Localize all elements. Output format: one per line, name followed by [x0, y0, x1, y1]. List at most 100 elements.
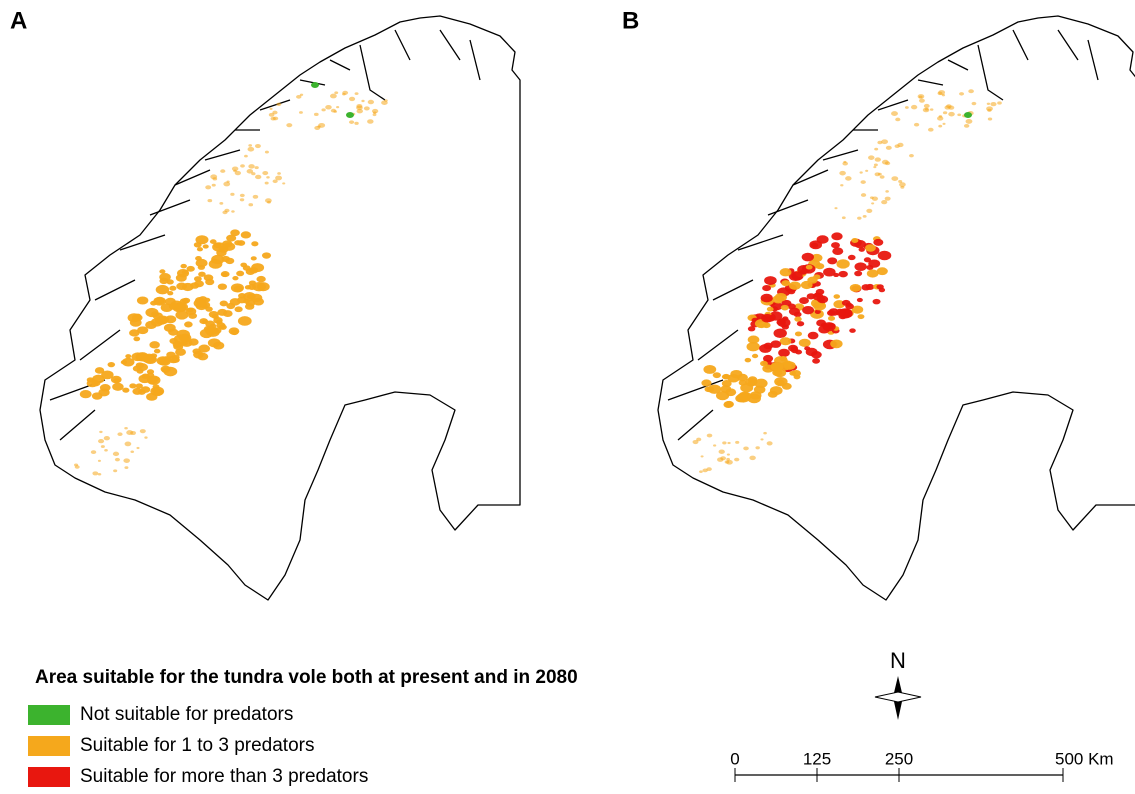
habitat-patch [240, 194, 245, 197]
habitat-patch [701, 455, 704, 457]
legend-label: Suitable for 1 to 3 predators [80, 735, 314, 756]
habitat-patch [154, 349, 161, 354]
habitat-patch [151, 318, 163, 327]
legend: Not suitable for predatorsSuitable for 1… [28, 704, 368, 787]
habitat-patch [270, 108, 273, 110]
habitat-patch [241, 231, 251, 238]
habitat-patch [346, 112, 354, 118]
habitat-patch [124, 466, 128, 469]
habitat-patch [789, 281, 801, 289]
habitat-patch [780, 337, 792, 345]
habitat-patch [234, 306, 242, 312]
habitat-patch [857, 298, 863, 302]
habitat-patch [882, 160, 889, 165]
habitat-patch [232, 276, 238, 280]
legend-title: Area suitable for the tundra vole both a… [35, 667, 578, 688]
habitat-patch [959, 92, 964, 95]
habitat-patch [851, 238, 858, 243]
habitat-patch [802, 253, 814, 262]
habitat-patch [130, 319, 142, 327]
habitat-patches [693, 89, 1002, 473]
habitat-patch [95, 367, 104, 374]
habitat-patch [861, 180, 866, 184]
habitat-patch [98, 439, 104, 443]
habitat-patch [140, 429, 146, 433]
habitat-patch [113, 469, 117, 472]
habitat-patch [219, 325, 225, 329]
habitat-patch [774, 377, 787, 386]
habitat-patch [875, 157, 881, 161]
habitat-patch [248, 164, 254, 168]
legend-swatch [28, 767, 70, 787]
habitat-patch [792, 370, 801, 377]
habitat-patch [811, 243, 818, 248]
habitat-patch [987, 109, 991, 112]
habitat-patch [854, 271, 862, 277]
habitat-patch [938, 125, 942, 128]
habitat-patch [693, 440, 699, 444]
habitat-patch [703, 365, 716, 374]
habitat-patch [988, 117, 992, 120]
habitat-patch [234, 240, 242, 245]
habitat-patch [212, 184, 216, 187]
habitat-patch [91, 450, 96, 454]
habitat-patch [137, 369, 144, 374]
habitat-patch [713, 372, 721, 378]
habitat-patch [255, 144, 261, 148]
habitat-patch [987, 103, 990, 105]
habitat-patch [914, 123, 919, 127]
habitat-patch [99, 431, 102, 433]
habitat-patch [314, 113, 319, 116]
habitat-patch [245, 303, 254, 310]
habitat-patch [231, 330, 239, 336]
habitat-patch [373, 113, 377, 116]
arrow-cross [875, 692, 921, 702]
habitat-patch [129, 329, 140, 336]
habitat-patch [240, 263, 247, 268]
habitat-patch [136, 383, 143, 388]
habitat-patch [225, 258, 234, 264]
habitat-patch [833, 294, 840, 299]
habitat-patch [98, 460, 101, 462]
habitat-patch [253, 298, 264, 306]
habitat-patch [948, 112, 955, 117]
habitat-patch [195, 235, 208, 244]
habitat-patch [807, 277, 817, 284]
habitat-patch [727, 453, 730, 455]
habitat-patch [113, 378, 120, 383]
habitat-patch [123, 458, 130, 463]
habitat-patch [716, 391, 729, 400]
habitat-patch [265, 182, 269, 185]
habitat-patch [754, 379, 767, 388]
habitat-patch [736, 393, 750, 403]
habitat-patch [368, 100, 374, 104]
habitat-patch [129, 383, 136, 388]
habitat-patch [187, 308, 193, 313]
habitat-patch [361, 100, 364, 102]
habitat-patch [739, 380, 747, 386]
habitat-patch [930, 108, 933, 110]
habitat-patch [164, 367, 178, 377]
habitat-patch [867, 269, 879, 277]
habitat-patch [865, 244, 876, 252]
habitat-patch [874, 163, 878, 166]
habitat-patch [98, 389, 109, 397]
scale-label: 125 [803, 749, 831, 768]
habitat-patch [727, 442, 730, 444]
habitat-patch [849, 328, 856, 333]
habitat-patch [779, 320, 785, 324]
habitat-patch [771, 363, 784, 372]
habitat-patch [155, 389, 163, 395]
habitat-patch [768, 391, 778, 398]
scale-label: 500 Km [1055, 749, 1114, 768]
habitat-patch [122, 388, 129, 393]
habitat-patch [881, 139, 888, 144]
habitat-patch [92, 471, 98, 475]
habitat-patch [244, 155, 248, 158]
habitat-patch [864, 257, 871, 262]
north-label: N [890, 648, 906, 673]
habitat-patch [763, 432, 767, 435]
habitat-patch [817, 235, 829, 243]
habitat-patch [236, 271, 244, 277]
habitat-patch [333, 110, 337, 113]
